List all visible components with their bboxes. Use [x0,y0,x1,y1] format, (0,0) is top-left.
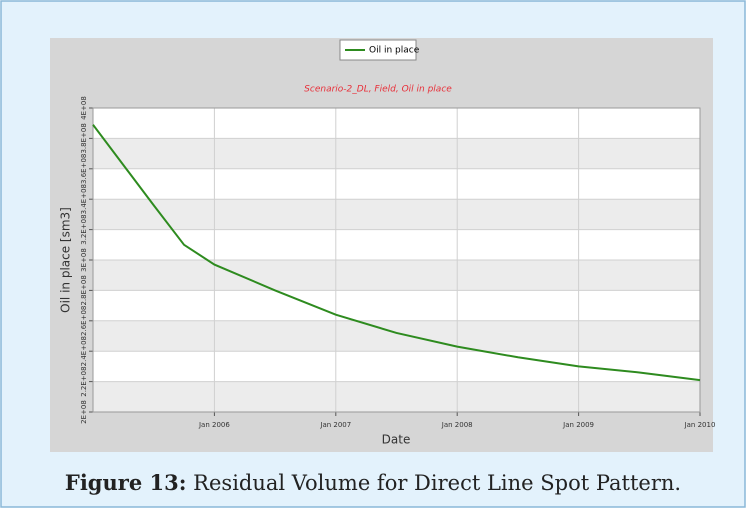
y-tick-label: 2.4E+08 [80,336,88,366]
x-tick-label: Jan 2009 [562,421,594,429]
y-axis-label: Oil in place [sm3] [59,207,73,313]
legend-label: Oil in place [369,46,420,56]
x-tick-label: Jan 2010 [684,421,716,429]
x-axis-label: Date [382,433,411,447]
caption-text: Residual Volume for Direct Line Spot Pat… [193,471,681,495]
x-tick-label: Jan 2007 [319,421,351,429]
series-line [92,124,701,382]
caption: Figure 13: Residual Volume for Direct Li… [65,470,681,495]
grid-band [93,320,700,352]
y-tick-label: 3.6E+08 [80,154,88,184]
chart-title: Scenario-2_DL, Field, Oil in place [304,85,452,95]
y-tick-label: 4E+08 [80,96,88,120]
grid-band [93,138,700,169]
grid-band [93,381,700,412]
x-tick-label: Jan 2008 [441,421,473,429]
legend-box [339,39,417,61]
y-tick-label: 3.2E+08 [80,214,88,244]
plot-border [92,107,701,413]
grid-band [93,260,700,291]
y-tick-label: 3E+08 [80,248,88,272]
y-tick-label: 2E+08 [80,400,88,424]
y-tick-label: 2.2E+08 [80,366,88,396]
y-tick-label: 2.6E+08 [80,306,88,336]
grid-band [93,199,700,230]
y-tick-label: 2.8E+08 [80,275,88,305]
y-tick-label: 3.8E+08 [80,123,88,153]
x-tick-label: Jan 2006 [198,421,230,429]
caption-label: Figure 13: [65,470,187,495]
y-tick-label: 3.4E+08 [80,184,88,214]
